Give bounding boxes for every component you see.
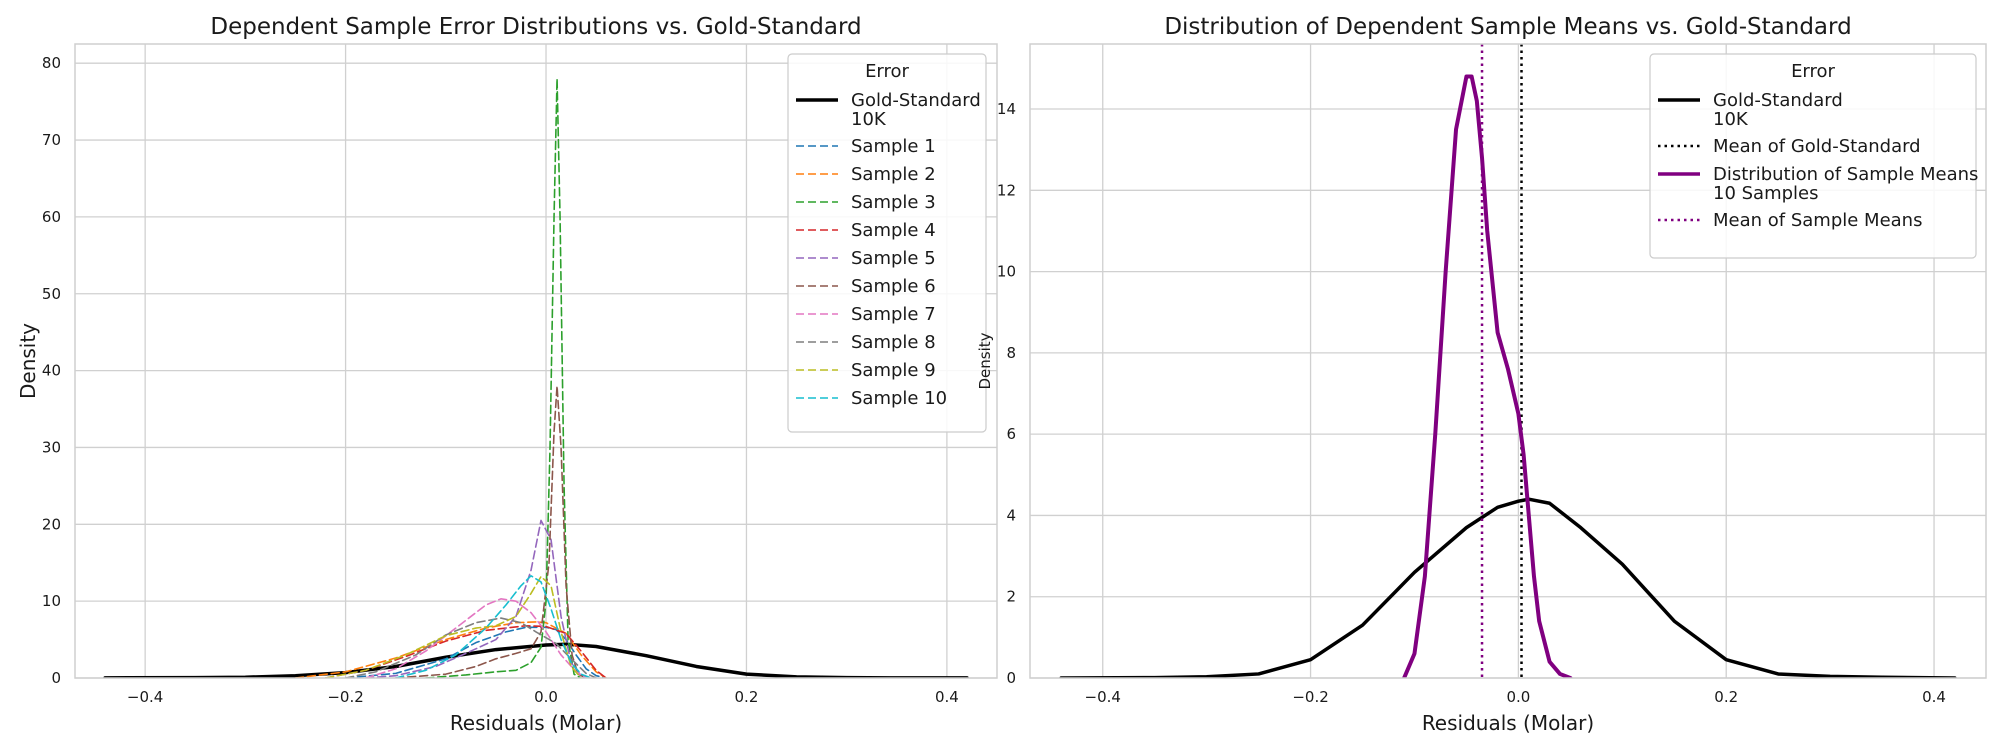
legend-label: Gold-Standard: [851, 90, 981, 111]
series-sample-6: [394, 385, 587, 678]
y-tick-label: 30: [42, 438, 61, 456]
y-axis-label: Density: [16, 323, 40, 399]
legend-label: Sample 10: [851, 388, 947, 409]
x-tick-label: −0.2: [1292, 688, 1328, 706]
x-axis-label: Residuals (Molar): [1422, 711, 1594, 735]
y-tick-label: 60: [42, 208, 61, 226]
series-group: [103, 77, 969, 678]
chart-title: Dependent Sample Error Distributions vs.…: [210, 14, 861, 40]
y-tick-label: 80: [42, 54, 61, 72]
series-gold-standard-10k: [103, 642, 969, 678]
y-tick-label: 14: [997, 100, 1016, 118]
y-tick-label: 0: [51, 669, 61, 687]
y-tick-label: 50: [42, 285, 61, 303]
legend-label: Sample 2: [851, 164, 936, 185]
legend-title: Error: [865, 61, 909, 82]
chart-title: Distribution of Dependent Sample Means v…: [1164, 14, 1851, 40]
legend-label: 10K: [1713, 109, 1749, 130]
series-gold-standard-10k: [1059, 497, 1957, 678]
legend-label: Sample 1: [851, 136, 936, 157]
x-tick-label: 0.0: [1506, 688, 1530, 706]
y-tick-label: 70: [42, 131, 61, 149]
legend-label: Distribution of Sample Means: [1713, 164, 1978, 185]
legend-label: Sample 5: [851, 248, 936, 269]
x-tick-label: 0.0: [534, 688, 558, 706]
x-tick-label: 0.4: [935, 688, 959, 706]
legend-frame: [787, 53, 987, 433]
legend-label: 10K: [851, 109, 887, 130]
legend-label: 10 Samples: [1713, 183, 1819, 204]
legend-label: Mean of Sample Means: [1713, 210, 1922, 231]
legend-label: Gold-Standard: [1713, 90, 1843, 111]
y-tick-label: 10: [997, 263, 1016, 281]
axes-frame: [74, 43, 998, 679]
y-tick-label: 0: [1006, 669, 1016, 687]
x-tick-label: −0.4: [127, 688, 163, 706]
legend-label: Sample 8: [851, 332, 936, 353]
legend-frame: [1649, 53, 1977, 259]
series-group: [1059, 44, 1957, 678]
chart-sample-means: −0.4 −0.2 0.0 0.2 0.4 0 2 4 6 8 10 12 14 Distribution…: [976, 14, 1987, 735]
x-tick-label: −0.2: [327, 688, 363, 706]
y-tick-label: 4: [1006, 506, 1016, 524]
legend-label: Sample 3: [851, 192, 936, 213]
legend-title: Error: [1791, 61, 1835, 82]
legend-label: Mean of Gold-Standard: [1713, 136, 1921, 157]
legend-label: Sample 4: [851, 220, 936, 241]
axes-frame: [1029, 43, 1987, 679]
legend-label: Sample 6: [851, 276, 936, 297]
series-sample-10: [394, 574, 592, 678]
y-tick-label: 2: [1006, 588, 1016, 606]
y-tick-label: 10: [42, 592, 61, 610]
y-tick-label: 6: [1006, 425, 1016, 443]
series-sample-8: [344, 617, 597, 678]
series-sample-9: [324, 575, 582, 678]
y-tick-label: 20: [42, 515, 61, 533]
chart-error-distributions: −0.4 −0.2 0.0 0.2 0.4 0 10 20 30 40 50 60 70 80 Depend…: [16, 14, 998, 735]
legend-label: Sample 7: [851, 304, 936, 325]
y-axis-label: Density: [976, 332, 994, 389]
x-tick-label: 0.4: [1922, 688, 1946, 706]
y-tick-label: 12: [997, 181, 1016, 199]
x-axis-label: Residuals (Molar): [450, 711, 622, 735]
legend-label: Sample 9: [851, 360, 936, 381]
series-distribution-of-sample-means-10-samples: [1402, 74, 1573, 678]
y-tick-label: 40: [42, 362, 61, 380]
series-sample-7: [364, 598, 587, 678]
x-tick-label: −0.4: [1085, 688, 1121, 706]
y-tick-label: 8: [1006, 344, 1016, 362]
x-tick-label: 0.2: [1714, 688, 1738, 706]
x-tick-label: 0.2: [735, 688, 759, 706]
